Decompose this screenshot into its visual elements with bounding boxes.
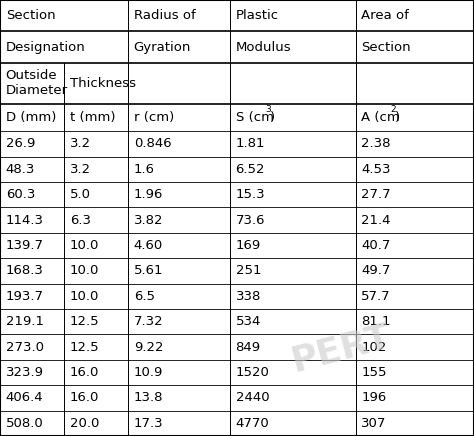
Text: 4.60: 4.60 xyxy=(134,239,163,252)
Text: ): ) xyxy=(270,111,275,124)
Text: S (cm: S (cm xyxy=(236,111,273,124)
Text: 16.0: 16.0 xyxy=(70,366,99,379)
Text: 6.52: 6.52 xyxy=(236,163,265,176)
Text: Section: Section xyxy=(6,9,55,22)
Text: 5.61: 5.61 xyxy=(134,264,163,277)
Text: 1.81: 1.81 xyxy=(236,137,265,150)
Text: 4770: 4770 xyxy=(236,417,269,430)
Text: 273.0: 273.0 xyxy=(6,341,44,354)
Text: 219.1: 219.1 xyxy=(6,315,44,328)
Text: 3.2: 3.2 xyxy=(70,163,91,176)
Text: 13.8: 13.8 xyxy=(134,392,163,405)
Text: 6.3: 6.3 xyxy=(70,214,91,227)
Text: 49.7: 49.7 xyxy=(361,264,391,277)
Text: 27.7: 27.7 xyxy=(361,188,391,201)
Text: 10.0: 10.0 xyxy=(70,290,99,303)
Text: 26.9: 26.9 xyxy=(6,137,35,150)
Text: t (mm): t (mm) xyxy=(70,111,115,124)
Text: 7.32: 7.32 xyxy=(134,315,163,328)
Text: 12.5: 12.5 xyxy=(70,315,100,328)
Text: 10.0: 10.0 xyxy=(70,239,99,252)
Text: 307: 307 xyxy=(361,417,387,430)
Text: 534: 534 xyxy=(236,315,261,328)
Text: 508.0: 508.0 xyxy=(6,417,44,430)
Text: Thickness: Thickness xyxy=(70,77,136,90)
Text: 155: 155 xyxy=(361,366,387,379)
Text: 406.4: 406.4 xyxy=(6,392,43,405)
Text: 6.5: 6.5 xyxy=(134,290,155,303)
Text: 2: 2 xyxy=(391,106,396,114)
Text: 169: 169 xyxy=(236,239,261,252)
Text: 10.9: 10.9 xyxy=(134,366,163,379)
Text: 4.53: 4.53 xyxy=(361,163,391,176)
Text: Radius of: Radius of xyxy=(134,9,195,22)
Text: 1.96: 1.96 xyxy=(134,188,163,201)
Text: 193.7: 193.7 xyxy=(6,290,44,303)
Text: 15.3: 15.3 xyxy=(236,188,265,201)
Text: 48.3: 48.3 xyxy=(6,163,35,176)
Text: ): ) xyxy=(395,111,401,124)
Text: 40.7: 40.7 xyxy=(361,239,391,252)
Text: 60.3: 60.3 xyxy=(6,188,35,201)
Text: 114.3: 114.3 xyxy=(6,214,44,227)
Text: D (mm): D (mm) xyxy=(6,111,56,124)
Text: PERT: PERT xyxy=(288,319,395,378)
Text: 323.9: 323.9 xyxy=(6,366,44,379)
Text: 849: 849 xyxy=(236,341,261,354)
Text: Gyration: Gyration xyxy=(134,41,191,54)
Text: 2440: 2440 xyxy=(236,392,269,405)
Text: 0.846: 0.846 xyxy=(134,137,171,150)
Text: 102: 102 xyxy=(361,341,387,354)
Text: 9.22: 9.22 xyxy=(134,341,163,354)
Text: 1520: 1520 xyxy=(236,366,269,379)
Text: 139.7: 139.7 xyxy=(6,239,44,252)
Text: 20.0: 20.0 xyxy=(70,417,99,430)
Text: 1.6: 1.6 xyxy=(134,163,155,176)
Text: 251: 251 xyxy=(236,264,261,277)
Text: 3.2: 3.2 xyxy=(70,137,91,150)
Text: 16.0: 16.0 xyxy=(70,392,99,405)
Text: 5.0: 5.0 xyxy=(70,188,91,201)
Text: 81.1: 81.1 xyxy=(361,315,391,328)
Text: 3.82: 3.82 xyxy=(134,214,163,227)
Text: 17.3: 17.3 xyxy=(134,417,163,430)
Text: A (cm: A (cm xyxy=(361,111,400,124)
Text: 168.3: 168.3 xyxy=(6,264,44,277)
Text: Section: Section xyxy=(361,41,411,54)
Text: Plastic: Plastic xyxy=(236,9,279,22)
Text: 73.6: 73.6 xyxy=(236,214,265,227)
Text: Outside
Diameter: Outside Diameter xyxy=(6,69,68,98)
Text: 196: 196 xyxy=(361,392,386,405)
Text: Modulus: Modulus xyxy=(236,41,291,54)
Text: 338: 338 xyxy=(236,290,261,303)
Text: Area of: Area of xyxy=(361,9,409,22)
Text: 21.4: 21.4 xyxy=(361,214,391,227)
Text: 10.0: 10.0 xyxy=(70,264,99,277)
Text: 57.7: 57.7 xyxy=(361,290,391,303)
Text: Designation: Designation xyxy=(6,41,85,54)
Text: 2.38: 2.38 xyxy=(361,137,391,150)
Text: r (cm): r (cm) xyxy=(134,111,174,124)
Text: 3: 3 xyxy=(265,106,271,114)
Text: 12.5: 12.5 xyxy=(70,341,100,354)
